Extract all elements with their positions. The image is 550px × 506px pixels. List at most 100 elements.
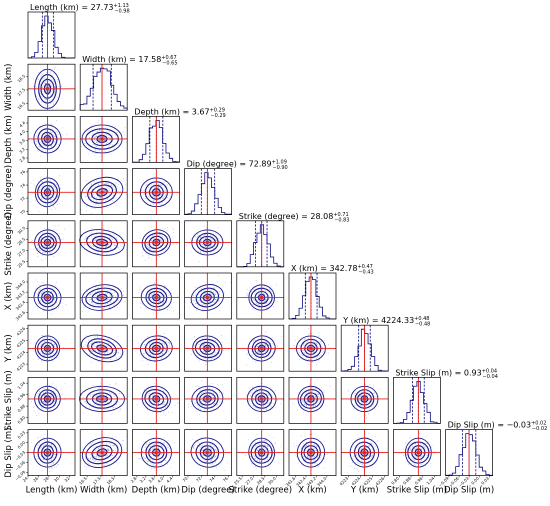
sample-point [55,285,57,287]
sample-point [107,339,109,341]
sample-point [160,240,162,242]
y-tick-label: 30.0 [16,225,26,235]
sample-point [207,358,209,359]
sample-point [112,345,113,347]
sample-point [49,237,51,239]
sample-point [267,307,269,308]
sample-point [215,346,217,347]
sample-point [40,395,41,396]
sample-point [49,86,50,88]
sample-point [54,400,55,402]
sample-point [210,234,211,236]
sample-point [41,361,43,363]
sample-point [90,293,91,295]
sample-point [108,183,109,184]
sample-point [162,202,164,204]
parameter-title: Dip (degree) = 72.89+1.09 −0.90 [187,160,288,172]
sample-point [215,232,217,234]
sample-point [152,234,153,236]
sample-point [37,146,39,148]
sample-point [44,304,46,305]
sample-point [165,286,167,287]
sample-point [43,144,45,146]
sample-point [209,304,210,306]
sample-point [198,250,200,252]
sample-point [176,295,178,297]
sample-point [173,229,174,231]
sample-point [308,359,309,361]
sample-point [36,95,38,97]
y-tick-label: 4226 [15,326,26,337]
sample-point [54,190,55,192]
sample-point [191,354,192,356]
sample-point [100,305,102,306]
sample-point [205,304,206,306]
sample-point [41,282,43,283]
sample-point [42,194,44,195]
sample-point [51,190,53,192]
sample-point [43,93,44,95]
sample-point [219,293,221,295]
histogram-step [184,172,232,215]
sample-point [215,293,217,295]
sample-point [253,298,254,299]
sample-point [303,352,305,354]
sample-point [154,196,156,198]
histogram-step [79,67,128,111]
sample-point [39,233,41,235]
sample-point [96,153,97,154]
truth-marker [309,347,313,350]
sample-point [48,196,50,198]
sample-point [51,341,52,343]
sample-point [307,341,308,343]
sample-point [49,186,50,188]
sample-point [97,142,99,143]
sample-point [116,358,118,359]
sample-point [45,151,47,153]
sample-point [214,294,216,296]
sample-point [48,352,50,353]
sample-point [164,195,165,197]
sample-point [83,346,84,347]
sample-point [92,133,94,135]
sample-point [98,134,100,136]
sample-point [89,133,91,134]
sample-point [106,293,107,295]
sample-point [110,237,112,239]
sample-point [80,145,82,147]
sample-point [214,246,216,247]
scatter-panel-6-5 [236,272,285,320]
sample-point [39,155,41,157]
sample-point [210,354,212,356]
sample-point [152,312,154,314]
sample-point [165,195,167,197]
sample-point [56,70,58,71]
sample-point [49,246,51,247]
sample-point [149,237,150,239]
sample-point [143,291,145,292]
sample-point [51,239,53,241]
sample-point [41,86,43,88]
sample-point [298,359,300,361]
sample-point [102,133,104,135]
sample-point [97,336,98,338]
sample-point [50,252,52,254]
sample-point [39,250,41,251]
sample-point [32,240,34,241]
sample-point [48,227,50,229]
sample-point [171,307,172,308]
sample-point [163,302,164,303]
sample-point [46,187,47,189]
sample-point [117,143,119,145]
sample-point [38,72,39,73]
sample-point [253,340,254,341]
sample-point [53,80,55,82]
sample-point [251,351,253,352]
sample-point [100,201,102,203]
sample-point [264,358,266,359]
sample-point [118,349,119,350]
sample-point [112,194,114,196]
sample-point [49,82,50,84]
sample-point [216,281,218,283]
